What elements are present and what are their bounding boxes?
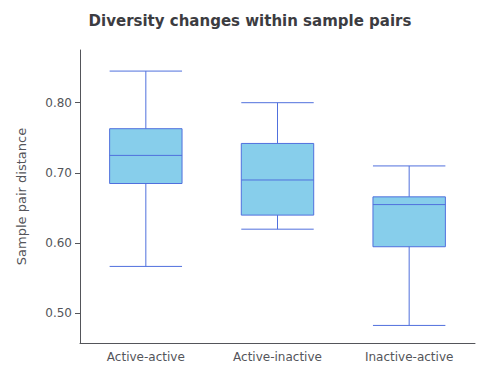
svg-text:Inactive-active: Inactive-active [365, 350, 453, 364]
svg-text:0.70: 0.70 [45, 166, 72, 180]
svg-text:0.60: 0.60 [45, 236, 72, 250]
svg-text:Diversity changes within sampl: Diversity changes within sample pairs [89, 12, 412, 30]
svg-text:0.50: 0.50 [45, 306, 72, 320]
svg-text:Active-active: Active-active [107, 350, 185, 364]
svg-text:0.80: 0.80 [45, 96, 72, 110]
svg-text:Active-inactive: Active-inactive [233, 350, 322, 364]
svg-text:Sample pair distance: Sample pair distance [14, 128, 29, 265]
